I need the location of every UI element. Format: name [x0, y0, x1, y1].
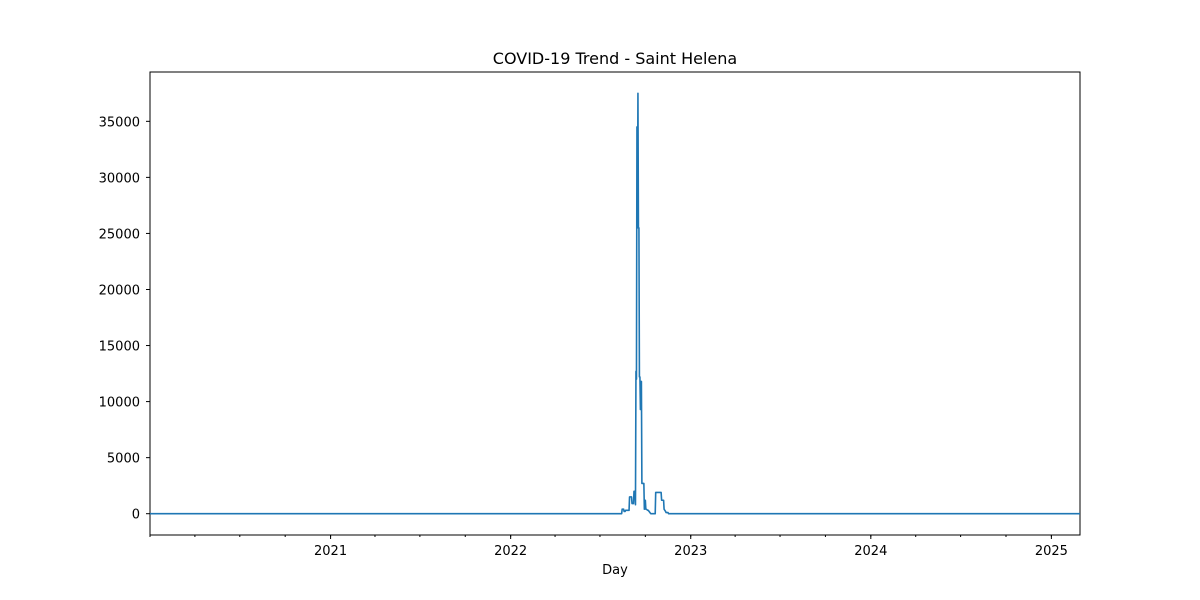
x-axis-label: Day [602, 563, 628, 578]
x-tick-label: 2025 [1035, 544, 1068, 559]
axes-frame [149, 71, 1081, 536]
x-tick-label: 2024 [854, 544, 887, 559]
chart-title: COVID-19 Trend - Saint Helena [493, 49, 737, 68]
x-tick-label: 2021 [314, 544, 347, 559]
y-axis: 0 5000 10000 15000 20000 25000 30000 35000 [99, 115, 150, 523]
y-tick-label: 5000 [107, 452, 140, 467]
series-layer [150, 92, 1080, 515]
x-tick-label: 2022 [494, 544, 527, 559]
y-tick-label: 35000 [99, 115, 140, 130]
x-tick-label: 2023 [674, 544, 707, 559]
x-axis: 2021 2022 2023 2024 2025 [149, 535, 1068, 559]
y-tick-label: 30000 [99, 171, 140, 186]
y-tick-label: 20000 [99, 283, 140, 298]
y-tick-label: 15000 [99, 340, 140, 355]
y-tick-label: 25000 [99, 227, 140, 242]
y-tick-label: 0 [132, 508, 140, 523]
series-line [150, 92, 1080, 515]
y-tick-label: 10000 [99, 396, 140, 411]
plot-area [149, 71, 1081, 536]
